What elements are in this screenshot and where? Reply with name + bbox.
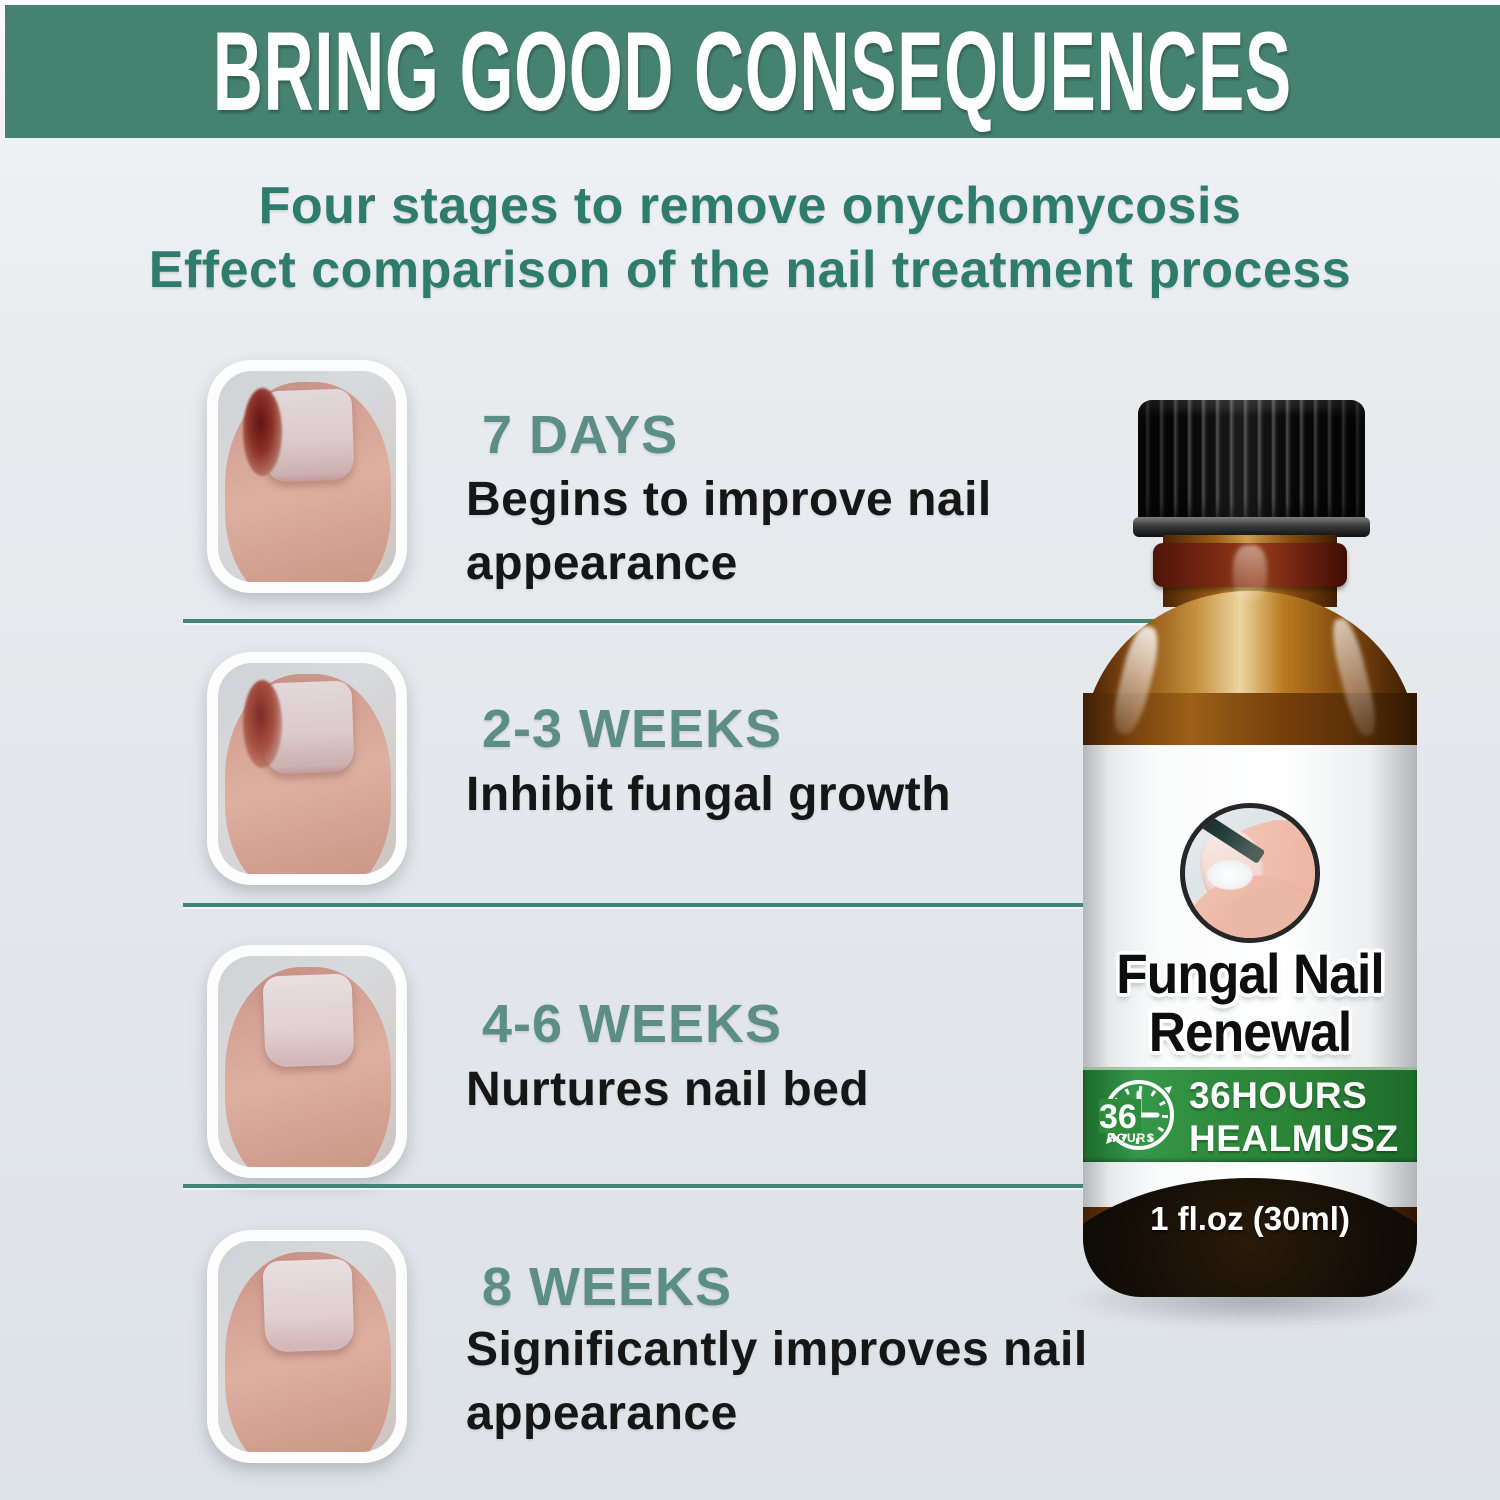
bottle-neck-ring (1153, 543, 1347, 587)
stage-4-duration: 8 WEEKS (482, 1257, 733, 1317)
label-green-band: 36 HOURS 36HOURS HEALMUSZ (1083, 1067, 1417, 1162)
section-divider (183, 903, 1143, 907)
label-photo-circle (1180, 803, 1320, 943)
band-line-1: 36HOURS (1189, 1075, 1368, 1116)
wound-mark (242, 679, 283, 769)
band-text: 36HOURS HEALMUSZ (1189, 1074, 1399, 1160)
treatment-drop (1207, 860, 1253, 890)
wound-mark (242, 387, 283, 477)
bottle-cap-skirt (1133, 517, 1370, 537)
svg-text:36: 36 (1099, 1098, 1137, 1136)
brand-name-line-1: Fungal Nail (1116, 942, 1384, 1005)
stage-2-photo (207, 652, 407, 885)
bottle-base-glass (1083, 1178, 1417, 1297)
stage-2-description: Inhibit fungal growth (466, 768, 952, 821)
top-banner: BRING GOOD CONSEQUENCES (5, 5, 1500, 138)
subtitle-line-1: Four stages to remove onychomycosis (258, 177, 1242, 235)
section-divider (183, 1184, 1143, 1188)
nail-shape (262, 973, 355, 1068)
banner-title: BRING GOOD CONSEQUENCES (212, 9, 1293, 134)
healing-toenail-image (218, 663, 396, 874)
stage-2-duration: 2-3 WEEKS (482, 699, 783, 759)
bottle-base: 1 fl.oz (30ml) (1083, 1162, 1417, 1297)
glass-highlight (1233, 545, 1267, 601)
stage-4-photo (207, 1230, 407, 1463)
stage-1-duration: 7 DAYS (482, 405, 679, 465)
stage-3-duration: 4-6 WEEKS (482, 994, 783, 1054)
stage-3-photo (207, 945, 407, 1178)
stage-1-description: Begins to improve nail appearance (466, 473, 992, 590)
stage-1-photo (207, 360, 407, 593)
band-line-2: HEALMUSZ (1189, 1118, 1399, 1159)
brand-name-line-2: Renewal (1148, 1000, 1353, 1063)
svg-text:HOURS: HOURS (1107, 1131, 1155, 1145)
infected-toenail-image (218, 371, 396, 582)
recovering-toenail-image (218, 956, 396, 1167)
healthy-toenail-image (218, 1241, 396, 1452)
subtitle-line-2: Effect comparison of the nail treatment … (148, 241, 1352, 299)
stage-4-description: Significantly improves nail appearance (466, 1323, 1088, 1440)
volume-text: 1 fl.oz (30ml) (1150, 1200, 1350, 1237)
product-bottle: Fungal Nail Renewal 36 HOURS 36HOURS HEA… (1083, 395, 1417, 1300)
stage-3-description: Nurtures nail bed (466, 1063, 870, 1116)
36-hours-clock-icon: 36 HOURS (1099, 1080, 1174, 1150)
nail-shape (262, 1258, 355, 1353)
bottle-cap-shading (1138, 400, 1365, 521)
section-divider (183, 619, 1158, 623)
